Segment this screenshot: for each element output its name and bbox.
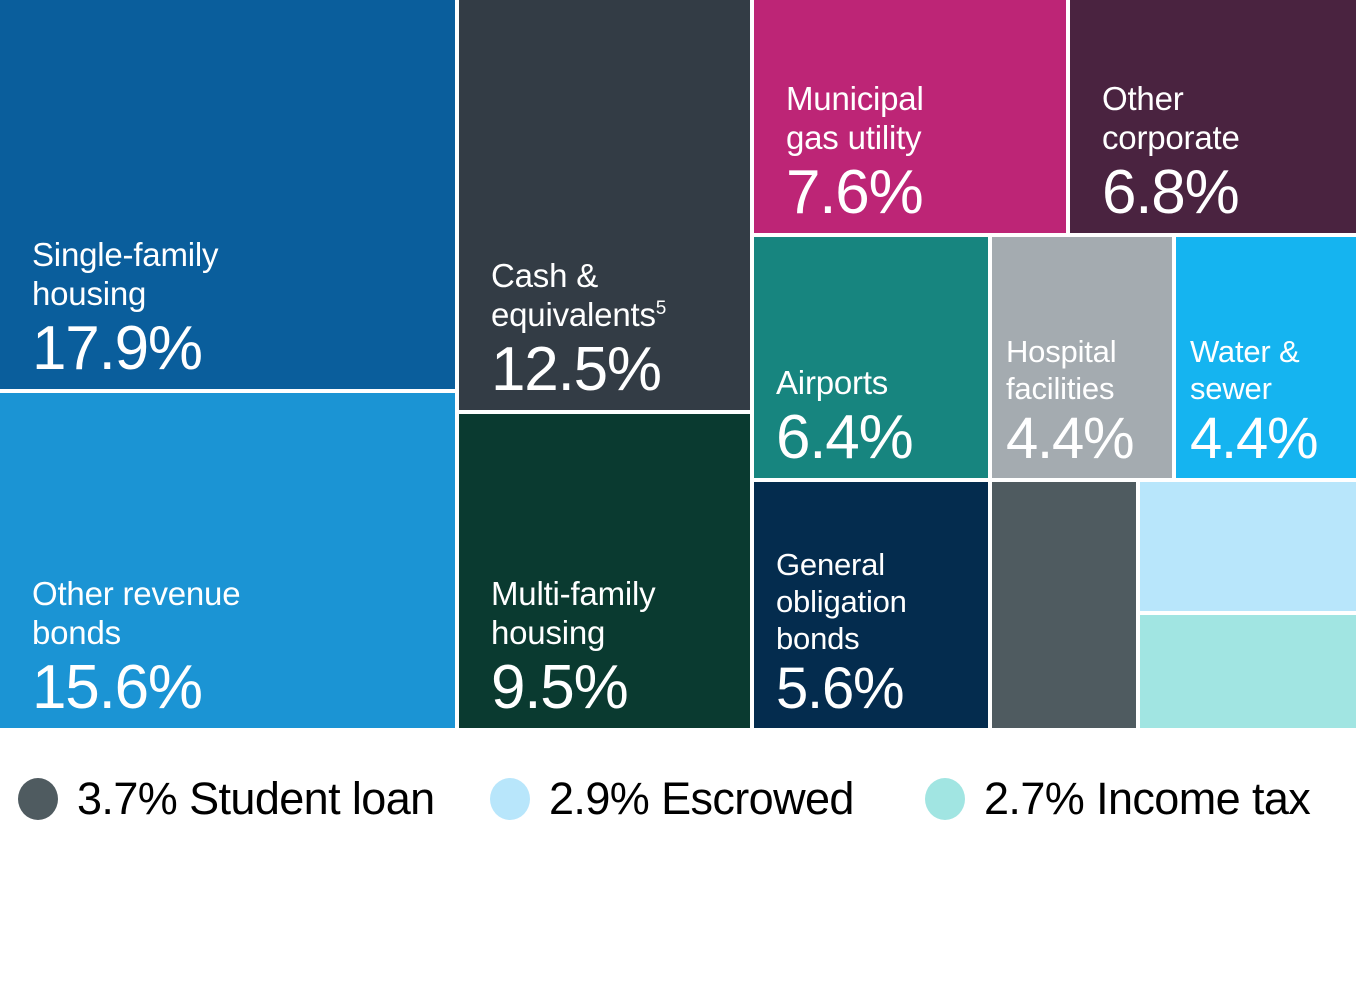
cell-content: Single-family housing 17.9% (0, 236, 455, 389)
cell-label: Single-family housing (32, 236, 219, 312)
cell-label: General obligation bonds (776, 547, 907, 656)
cell-label: Airports (776, 363, 889, 401)
cell-value: 5.6% (776, 656, 905, 722)
cell-content: Municipal gas utility 7.6% (754, 80, 1066, 233)
legend-item-label: 2.9% Escrowed (549, 773, 854, 824)
cell-value: 15.6% (32, 652, 203, 722)
treemap-cell-hospital-facilities[interactable]: Hospital facilities 4.4% (992, 237, 1172, 478)
cell-content: Hospital facilities 4.4% (992, 334, 1172, 478)
cell-label: Other revenue bonds (32, 575, 241, 651)
footnote-marker: 5 (655, 297, 667, 319)
cell-content: Other revenue bonds 15.6% (0, 575, 455, 728)
legend-item-label: 2.7% Income tax (984, 773, 1311, 824)
cell-label: Multi-family housing (491, 575, 656, 651)
cell-value: 4.4% (1190, 406, 1319, 472)
treemap-cell-other-revenue-bonds[interactable]: Other revenue bonds 15.6% (0, 393, 455, 728)
treemap-cell-escrowed[interactable] (1140, 482, 1356, 611)
cell-content: General obligation bonds 5.6% (754, 547, 988, 728)
legend-swatch-icon (925, 777, 965, 820)
treemap-cell-single-family-housing[interactable]: Single-family housing 17.9% (0, 0, 455, 389)
cell-label: Other corporate (1102, 80, 1240, 156)
cell-value: 7.6% (786, 157, 924, 227)
treemap-cell-airports[interactable]: Airports 6.4% (754, 237, 988, 478)
treemap-cell-cash-and-equivalents[interactable]: Cash & equivalents5 12.5% (459, 0, 750, 410)
treemap-cell-water-and-sewer[interactable]: Water & sewer 4.4% (1176, 237, 1356, 478)
legend-swatch-icon (490, 777, 530, 820)
legend-item-label: 3.7% Student loan (77, 773, 435, 824)
cell-label: Hospital facilities (1006, 333, 1117, 406)
treemap-cell-other-corporate[interactable]: Other corporate 6.8% (1070, 0, 1356, 233)
cell-label: Municipal gas utility (786, 80, 924, 156)
chart-legend: 3.7% Student loan 2.9% Escrowed 2.7% Inc… (0, 768, 1356, 848)
cell-content: Multi-family housing 9.5% (459, 575, 750, 728)
cell-content: Other corporate 6.8% (1070, 80, 1356, 233)
cell-label: Cash & equivalents5 (491, 257, 746, 335)
cell-value: 17.9% (32, 313, 203, 383)
cell-label: Water & sewer (1190, 333, 1300, 406)
cell-label-text: Cash & equivalents (491, 257, 656, 333)
treemap-cell-student-loan[interactable] (992, 482, 1136, 728)
legend-item-income-tax[interactable]: 2.7% Income tax (925, 773, 1311, 824)
cell-value: 6.8% (1102, 157, 1240, 227)
cell-value: 9.5% (491, 652, 629, 722)
treemap-cell-multi-family-housing[interactable]: Multi-family housing 9.5% (459, 414, 750, 728)
legend-item-student-loan[interactable]: 3.7% Student loan (18, 776, 435, 821)
treemap-cell-municipal-gas-utility[interactable]: Municipal gas utility 7.6% (754, 0, 1066, 233)
treemap-container: Single-family housing 17.9% Other revenu… (0, 0, 1356, 728)
cell-value: 6.4% (776, 402, 914, 472)
cell-content: Airports 6.4% (754, 364, 988, 478)
treemap-cell-income-tax[interactable] (1140, 615, 1356, 728)
legend-item-escrowed[interactable]: 2.9% Escrowed (490, 776, 854, 821)
cell-content: Cash & equivalents5 12.5% (459, 257, 750, 410)
treemap-cell-general-obligation-bonds[interactable]: General obligation bonds 5.6% (754, 482, 988, 728)
cell-content: Water & sewer 4.4% (1176, 334, 1356, 478)
legend-swatch-icon (18, 777, 58, 820)
cell-value: 12.5% (491, 334, 662, 404)
cell-value: 4.4% (1006, 406, 1135, 472)
